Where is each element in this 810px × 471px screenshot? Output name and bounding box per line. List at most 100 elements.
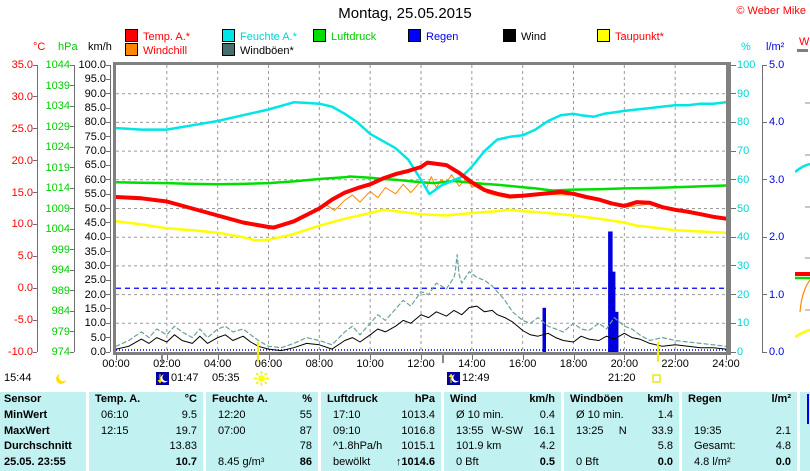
axis-label-kmh: 100.0 <box>78 59 106 71</box>
table-header-row: Regen l/m² <box>682 392 797 408</box>
time-label: 18:00 <box>559 358 588 370</box>
table-col-unit: km/h <box>647 393 673 405</box>
axis-label-c: -5.0 <box>14 314 33 327</box>
axis-tick-kmh <box>106 279 110 281</box>
axis-label-c: 30.0 <box>11 90 33 103</box>
table-cell-row: Ø 10 min. 0.4 <box>444 408 561 424</box>
axis-tick-hpa <box>70 187 74 189</box>
legend-swatch-icon <box>313 29 326 42</box>
rain-bar <box>542 307 547 352</box>
series-taupunkt <box>116 208 726 242</box>
axis-tick-pct <box>731 121 736 123</box>
axis-tick-kmh <box>106 64 110 66</box>
axis-label-kmh: 30.0 <box>84 259 106 272</box>
axis-label-kmh: 45.0 <box>84 216 106 229</box>
axis-label-hpa: 979 <box>51 325 70 338</box>
axis-label-kmh: 40.0 <box>84 231 106 244</box>
table-col-header: Feuchte A. <box>212 393 268 405</box>
table-cell-time: 101.9 km <box>456 440 502 453</box>
moon-icon <box>55 373 67 388</box>
table-cell-value: 55 <box>299 408 312 421</box>
table-column-wind: Wind km/h Ø 10 min. 0.4 13:55 W-SW 16.1 101.9 k… <box>444 392 561 471</box>
axis-label-kmh: 10.0 <box>84 317 106 330</box>
unit-label-celsius: °C <box>33 41 46 53</box>
axis-label-kmh: 50.0 <box>84 202 106 215</box>
axis-label-pct: 50 <box>737 202 750 215</box>
axis-tick-lm2 <box>762 294 767 296</box>
table-col-unit: l/m² <box>771 393 791 405</box>
table-cell-value: 78 <box>299 440 312 453</box>
axis-label-c: 10.0 <box>11 218 33 231</box>
axis-tick-c <box>33 64 37 66</box>
series-feuchtea <box>116 101 726 196</box>
axis-label-hpa: 1034 <box>45 100 70 112</box>
time-label: 04:00 <box>203 358 232 370</box>
legend-item-wind: Wind <box>503 29 546 43</box>
table-row-label-text: Sensor <box>4 393 42 405</box>
time-axis-tick <box>624 355 626 360</box>
legend-item-regen: Regen <box>408 29 458 43</box>
table-cell-value: 0.0 <box>657 456 673 469</box>
axis-tick-pct <box>731 236 736 238</box>
axis-tick-c <box>33 319 37 321</box>
table-cell-time: Gesamt: <box>694 440 736 453</box>
axis-tick-lm2 <box>762 236 767 238</box>
copyright-label: © Weber Mike <box>736 5 806 17</box>
table-cell-time: 4.8 l/m² <box>694 456 731 469</box>
moon-axis-tick <box>441 352 444 363</box>
time-label: 14:00 <box>458 358 486 370</box>
table-cell-value: 1016.8 <box>401 424 435 437</box>
table-cell-value: 4.8 <box>775 440 791 453</box>
page-title: Montag, 25.05.2015 <box>338 5 472 22</box>
axis-tick-kmh <box>106 150 110 152</box>
table-cell-row: Gesamt: 4.8 <box>682 439 797 455</box>
rain-bar <box>608 231 613 352</box>
table-cell-row: 17:10 1013.4 <box>321 408 441 424</box>
moonset-icon <box>156 372 169 388</box>
axis-label-hpa: 1004 <box>45 223 70 235</box>
table-cell-value: 33.9 <box>651 424 673 437</box>
legend-swatch-icon <box>125 29 138 42</box>
axis-tick-hpa <box>70 290 74 291</box>
axis-tick-kmh <box>106 222 110 224</box>
table-col-unit: km/h <box>529 393 555 405</box>
table-cell-value: 87 <box>299 424 312 437</box>
axis-tick-pct <box>731 93 736 95</box>
table-cell-row: 12:20 55 <box>206 408 318 424</box>
table-cell-row: 13:55 W-SW 16.1 <box>444 424 561 440</box>
table-row-label-column: Sensor MinWert MaxWert Durchschnitt 25.05. 2… <box>0 392 86 471</box>
table-cell-row: 13:25 N 33.9 <box>564 424 679 440</box>
table-cell-row: 101.9 km 4.2 <box>444 439 561 455</box>
axis-label-hpa: 974 <box>51 346 70 358</box>
time-label: 02:00 <box>153 358 181 370</box>
table-cell-row: 10.7 <box>89 455 203 471</box>
time-label: 16:00 <box>508 358 537 370</box>
table-header-row: Windböen km/h <box>564 392 679 408</box>
table-cell-time: 12:15 <box>101 424 129 437</box>
table-col-header: Temp. A. <box>95 393 141 405</box>
table-cell-time: 09:10 <box>333 424 361 437</box>
time-axis-tick <box>370 355 372 360</box>
time-axis-tick <box>573 355 575 360</box>
table-row-label-text: MinWert <box>4 408 48 421</box>
axis-tick-c <box>33 96 37 98</box>
legend-item-luftdruck: Luftdruck <box>313 29 376 43</box>
table-cell-time: 8.45 g/m³ <box>218 456 265 469</box>
time-label: 12:00 <box>407 358 435 370</box>
axis-label-hpa: 1019 <box>45 161 70 174</box>
axis-tick-hpa <box>70 146 74 148</box>
axis-label-c: 0.0 <box>17 282 33 295</box>
axis-label-pct: 70 <box>737 145 750 158</box>
legend-item-taupunkt: Taupunkt* <box>597 29 664 43</box>
axis-tick-lm2 <box>762 179 767 181</box>
table-cell-value: 16.1 <box>533 424 555 437</box>
legend-item-label: Taupunkt* <box>615 31 664 43</box>
table-cell-time: Ø 10 min. <box>576 408 624 421</box>
axis-tick-kmh <box>106 193 110 195</box>
table-cell-row: bewölkt ↑1014.6 <box>321 455 441 471</box>
table-col-header: Luftdruck <box>327 393 378 405</box>
axis-label-pct: 0 <box>737 346 744 358</box>
table-cell-row: 0 Bft 0.0 <box>564 455 679 471</box>
table-cell-row: Ø 10 min. 1.4 <box>564 408 679 424</box>
axis-tick-hpa <box>70 269 74 271</box>
